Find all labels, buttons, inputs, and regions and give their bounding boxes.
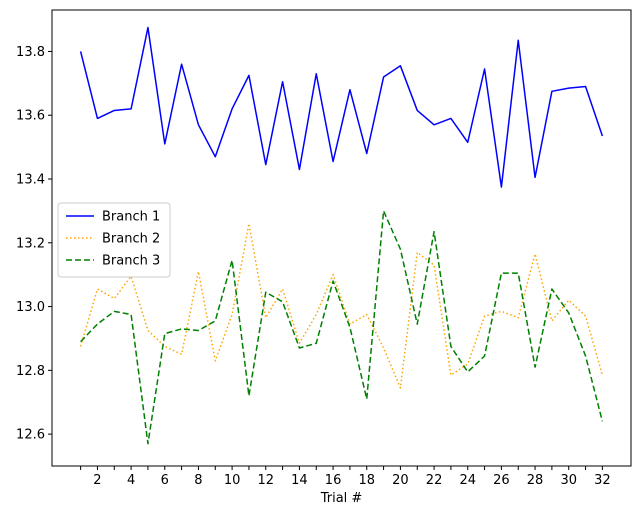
x-tick-label: 10: [224, 473, 241, 488]
x-tick-label: 16: [325, 473, 342, 488]
x-tick-label: 26: [493, 473, 510, 488]
x-tick-label: 18: [358, 473, 375, 488]
x-tick-label: 6: [161, 473, 169, 488]
legend-box: [57, 202, 171, 278]
y-tick-label: 13.4: [16, 173, 45, 188]
x-tick-label: 28: [527, 473, 544, 488]
series-layer: [79, 26, 604, 445]
x-tick-label: 4: [127, 473, 135, 488]
y-tick-label: 13.8: [16, 45, 45, 60]
x-tick-label: 14: [291, 473, 308, 488]
legend-label-2: Branch 2: [102, 232, 160, 247]
legend: Branch 1 Branch 2 Branch 3: [57, 202, 171, 278]
legend-label-3: Branch 3: [102, 254, 160, 269]
plot-frame: [51, 9, 632, 467]
x-tick-label: 20: [392, 473, 409, 488]
series-line-3: [80, 210, 604, 445]
x-axis: 2 4 6 8 10 12 14 16 18 20 22 24 26 28 30 32: [80, 466, 611, 488]
x-tick-label: 32: [594, 473, 611, 488]
y-tick-label: 13.2: [16, 236, 45, 251]
legend-label-1: Branch 1: [102, 210, 160, 225]
x-tick-label: 22: [426, 473, 443, 488]
y-tick-label: 12.8: [16, 364, 45, 379]
y-tick-label: 13.6: [16, 109, 45, 124]
x-tick-label: 12: [257, 473, 274, 488]
x-tick-label: 30: [560, 473, 577, 488]
y-tick-label: 12.6: [16, 428, 45, 443]
x-tick-label: 8: [194, 473, 202, 488]
x-tick-label: 24: [459, 473, 476, 488]
y-tick-label: 13.0: [16, 300, 45, 315]
x-axis-label: Trial #: [320, 491, 363, 506]
series-line-1: [79, 26, 604, 188]
x-tick-label: 2: [93, 473, 101, 488]
y-axis: 12.6 12.8 13.0 13.2 13.4 13.6 13.8: [16, 45, 52, 443]
